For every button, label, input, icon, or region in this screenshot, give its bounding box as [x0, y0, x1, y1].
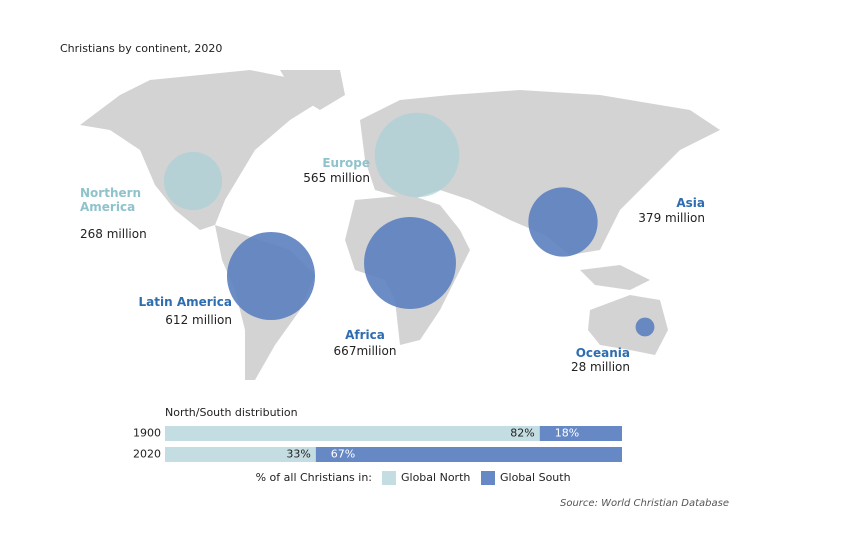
region-value: 379 million: [638, 211, 705, 225]
legend-swatch: [382, 471, 396, 485]
bar-label: 67%: [331, 448, 355, 461]
bar-label: 18%: [555, 427, 579, 440]
region-name: Africa: [345, 328, 385, 342]
bar-category: 2020: [133, 448, 161, 461]
region-value: 612 million: [165, 313, 232, 327]
legend-title: % of all Christians in:: [256, 471, 372, 484]
region-name: Latin America: [138, 295, 233, 309]
bar-segment: [165, 447, 316, 462]
bar-label: 33%: [286, 448, 310, 461]
region-name: Europe: [322, 156, 370, 170]
legend-label: Global North: [401, 471, 470, 484]
bubble: [226, 231, 316, 321]
title: Christians by continent, 2020: [60, 42, 222, 55]
region-name: Northern America: [80, 186, 142, 214]
bar-segment: [165, 426, 540, 441]
bar-segment: [315, 447, 622, 462]
legend-swatch: [481, 471, 495, 485]
bar-category: 1900: [133, 427, 161, 440]
bubble: [528, 187, 598, 257]
bubble: [635, 317, 655, 337]
region-value: 667million: [333, 344, 397, 358]
source: Source: World Christian Database: [560, 498, 730, 509]
legend-label: Global South: [500, 471, 571, 484]
region-name: Oceania: [575, 346, 630, 360]
bar-label: 82%: [510, 427, 534, 440]
bubble: [163, 151, 223, 211]
region-name: Asia: [676, 196, 705, 210]
bar-segment: [539, 426, 622, 441]
bubble: [364, 217, 456, 309]
region-value: 565 million: [303, 171, 370, 185]
bubble: [374, 112, 460, 198]
region-value: 28 million: [570, 360, 630, 374]
region-value: 268 million: [80, 227, 147, 241]
bar-title: North/South distribution: [165, 406, 298, 419]
